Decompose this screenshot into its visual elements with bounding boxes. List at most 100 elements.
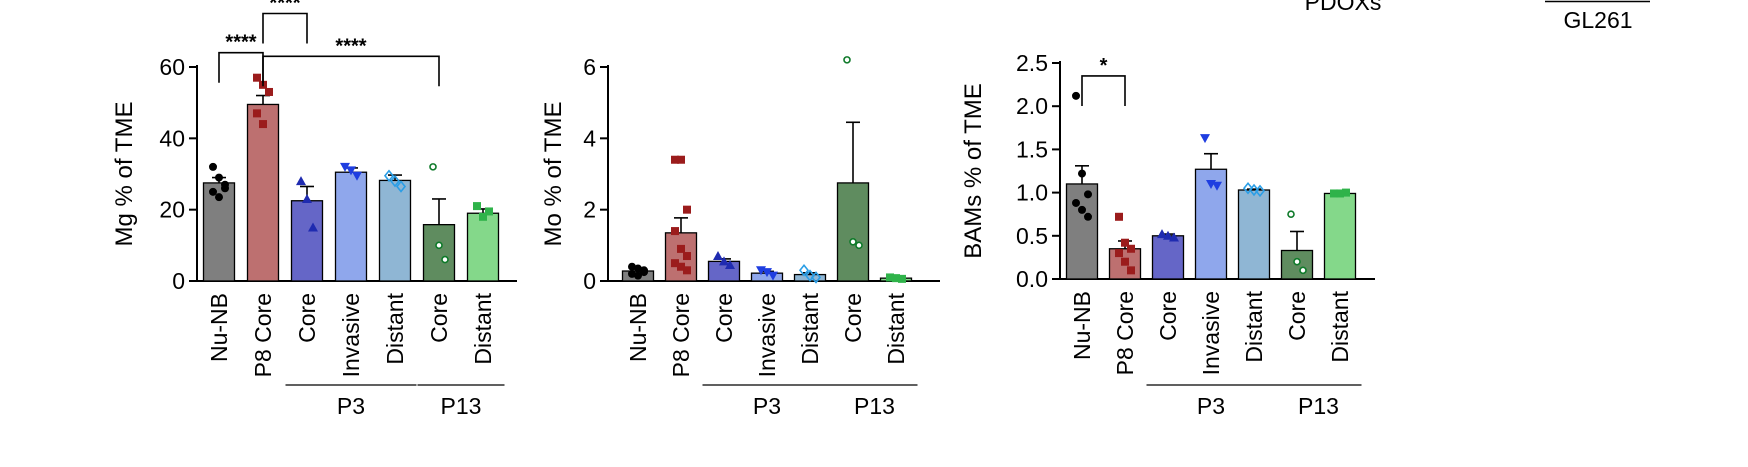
group-label: P3 <box>1197 393 1225 419</box>
data-point <box>1078 169 1086 178</box>
y-tick-label: 2.0 <box>1016 93 1048 119</box>
x-category-label: Distant <box>1241 290 1267 362</box>
data-point <box>886 273 894 282</box>
data-point <box>221 184 229 193</box>
data-point <box>441 255 449 264</box>
data-point <box>798 264 810 277</box>
data-point <box>1287 210 1295 218</box>
y-tick-label: 1.5 <box>1016 136 1048 162</box>
bar <box>334 171 368 282</box>
data-point <box>1157 229 1167 239</box>
data-point <box>1072 91 1080 100</box>
bar <box>466 212 500 282</box>
data-point <box>215 173 223 182</box>
data-point <box>628 262 636 271</box>
bar <box>246 103 280 282</box>
data-point <box>1127 266 1135 275</box>
data-point <box>346 166 356 176</box>
data-point <box>671 227 679 236</box>
data-point <box>1242 181 1254 195</box>
data-point <box>395 180 407 193</box>
data-point <box>634 271 642 280</box>
x-category-label: Core <box>1155 291 1181 341</box>
data-point <box>1072 198 1080 207</box>
chart-bams-percent-tme: 0.0 0.5 1.0 1.5 2.0 2.5 BAMs % of TME Nu-NB P8 C… <box>960 50 1375 419</box>
data-point <box>429 163 437 171</box>
data-point <box>1254 184 1266 198</box>
data-point <box>253 73 261 82</box>
significance-label: **** <box>269 0 300 15</box>
significance-label: **** <box>335 35 366 57</box>
y-tick-label: 2 <box>583 197 596 223</box>
data-point <box>1293 257 1301 266</box>
bar <box>290 200 324 282</box>
data-point <box>725 259 735 269</box>
y-axis-title: Mo % of TME <box>540 102 567 247</box>
x-category-label: Invasive <box>1198 291 1224 375</box>
x-category-label: Distant <box>1327 290 1353 362</box>
data-point <box>209 187 217 196</box>
y-tick-label: 1.0 <box>1016 180 1048 206</box>
bar <box>1237 189 1271 280</box>
x-category-label: Invasive <box>338 293 364 377</box>
x-category-label: Invasive <box>754 293 780 377</box>
significance-label: * <box>1100 55 1108 77</box>
data-point <box>265 87 273 96</box>
data-point <box>810 271 822 284</box>
y-tick-label: 4 <box>583 125 596 151</box>
x-category-label: Distant <box>883 292 909 364</box>
x-category-label: P8 Core <box>668 293 694 377</box>
x-category-label: Nu-NB <box>1069 291 1095 360</box>
gl261-label: GL261 <box>1563 7 1632 33</box>
data-point <box>253 109 261 118</box>
data-point <box>308 222 318 232</box>
group-label: P13 <box>441 393 482 419</box>
x-category-label: Nu-NB <box>625 293 651 362</box>
x-category-label: Core <box>426 293 452 343</box>
data-point <box>640 266 648 275</box>
data-point <box>1336 189 1344 198</box>
chart-mg-percent-tme: 0 20 40 60 Mg % of TME Nu-NB P8 Core Core Invasi… <box>111 0 517 419</box>
data-point <box>383 169 395 183</box>
data-point <box>1200 134 1210 144</box>
x-category-label: P8 Core <box>1112 291 1138 375</box>
x-category-label: Distant <box>797 292 823 364</box>
data-point <box>1299 266 1307 275</box>
data-point <box>215 193 223 202</box>
data-point <box>1115 212 1123 221</box>
y-tick-label: 40 <box>159 125 185 151</box>
pdox-group-label: PDOXs <box>1305 0 1382 15</box>
data-point <box>768 271 778 281</box>
data-point <box>340 162 350 172</box>
bar <box>1065 183 1099 280</box>
significance-bracket <box>262 12 308 44</box>
data-point <box>1248 183 1260 197</box>
y-tick-label: 60 <box>159 54 185 80</box>
x-category-label: Core <box>711 293 737 343</box>
data-point <box>1084 190 1092 199</box>
group-label: P13 <box>854 393 895 419</box>
data-point <box>1121 238 1129 247</box>
data-point <box>352 171 362 181</box>
data-point <box>302 193 312 203</box>
bar <box>664 232 698 282</box>
significance-bracket <box>1081 75 1126 106</box>
bar <box>1108 248 1142 280</box>
data-point <box>855 241 863 250</box>
significance-bracket <box>262 55 440 87</box>
data-point <box>677 155 685 164</box>
bar <box>1151 235 1185 280</box>
data-point <box>1115 249 1123 258</box>
data-point <box>259 120 267 129</box>
data-point <box>1212 181 1222 191</box>
data-point <box>1078 205 1086 214</box>
x-category-label: Distant <box>382 292 408 364</box>
x-category-label: Core <box>1284 291 1310 341</box>
data-point <box>435 241 443 250</box>
data-point <box>671 155 679 164</box>
group-label: P3 <box>753 393 781 419</box>
data-point <box>804 269 816 282</box>
y-tick-label: 0.5 <box>1016 223 1048 249</box>
data-point <box>485 207 493 216</box>
